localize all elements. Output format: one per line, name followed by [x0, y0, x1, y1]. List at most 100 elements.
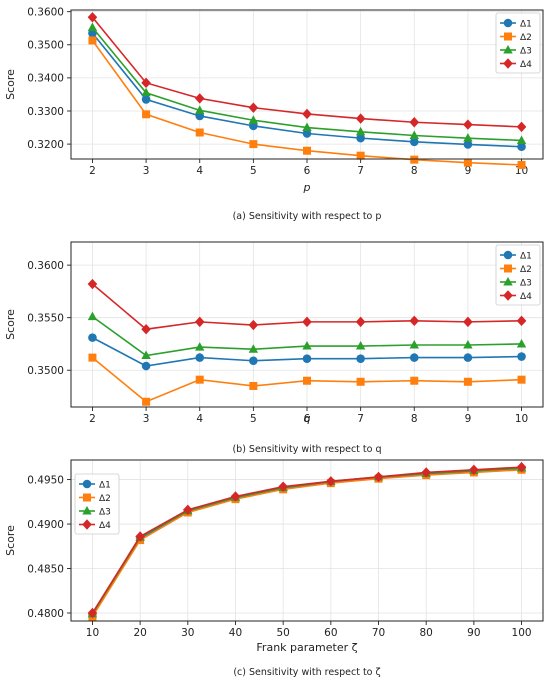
x-axis-label: q — [304, 412, 311, 425]
legend-marker — [503, 250, 513, 260]
panel-caption: (a) Sensitivity with respect to p — [233, 211, 382, 222]
legend-label: Δ2 — [99, 494, 111, 504]
legend-item: Δ4 — [79, 519, 111, 531]
chart-panel: 10 20 30 40 50 60 70 80 90 100 0.4800 0.4850 0.4900 0… — [4, 459, 544, 678]
x-tick-label: 9 — [465, 165, 472, 177]
x-tick-label: 4 — [196, 413, 203, 425]
x-tick-label: 9 — [465, 413, 472, 425]
legend-item: Δ3 — [500, 277, 532, 289]
legend-marker — [503, 277, 513, 286]
data-point — [302, 354, 312, 363]
data-point — [516, 121, 527, 133]
data-point — [517, 160, 526, 169]
x-tick-label: 90 — [467, 627, 480, 639]
legend-marker — [504, 32, 512, 41]
y-tick-label: 0.4950 — [27, 474, 64, 486]
data-point — [463, 377, 472, 386]
plot-frame — [70, 9, 544, 160]
plot-frame — [70, 241, 544, 408]
y-tick-label: 0.3400 — [27, 73, 64, 85]
data-point — [463, 140, 473, 149]
y-tick-label: 0.4800 — [27, 608, 64, 620]
y-axis-label: Score — [4, 69, 17, 100]
legend-marker — [83, 493, 91, 502]
y-axis-label: Score — [4, 309, 17, 340]
data-point — [249, 381, 258, 390]
data-point — [421, 467, 431, 478]
legend-box — [495, 12, 541, 74]
data-point — [463, 158, 472, 167]
x-tick-label: 8 — [411, 413, 418, 425]
x-tick-label: 10 — [515, 413, 528, 425]
data-point — [409, 353, 419, 362]
y-tick-label: 0.3550 — [27, 312, 64, 324]
x-tick-label: 3 — [143, 165, 150, 177]
data-point — [355, 341, 366, 350]
y-tick-label: 0.3500 — [27, 40, 64, 52]
legend-item: Δ2 — [500, 264, 532, 275]
data-point — [195, 342, 205, 351]
data-point — [87, 22, 98, 32]
data-point — [355, 126, 366, 136]
y-tick-label: 0.3600 — [27, 260, 64, 272]
y-tick-label: 0.3300 — [27, 106, 64, 118]
data-point — [141, 77, 151, 89]
data-point — [326, 476, 336, 487]
legend-item: Δ3 — [79, 506, 111, 518]
data-point — [409, 117, 420, 128]
data-point — [302, 129, 312, 138]
data-point — [248, 102, 259, 113]
legend-label: Δ4 — [520, 60, 532, 70]
legend: Δ1 Δ2 Δ3 Δ4 — [74, 473, 120, 535]
data-point — [248, 344, 259, 353]
y-tick-label: 0.4850 — [27, 563, 64, 575]
series-1 — [88, 333, 526, 371]
data-point — [409, 315, 420, 327]
legend-marker — [503, 290, 513, 301]
data-point — [516, 315, 527, 327]
data-point — [516, 338, 527, 348]
data-point — [195, 375, 204, 384]
legend-marker — [503, 18, 513, 28]
x-tick-label: 2 — [89, 165, 96, 177]
legend-item: Δ1 — [79, 479, 111, 491]
data-point — [249, 356, 258, 366]
series-2 — [88, 36, 526, 169]
data-point — [230, 491, 241, 502]
panel-caption: (b) Sensitivity with respect to q — [232, 444, 381, 455]
legend-box — [74, 473, 120, 535]
x-axis-label: p — [303, 181, 311, 194]
legend: Δ1 Δ2 Δ3 Δ4 — [495, 12, 541, 74]
x-tick-label: 70 — [372, 627, 385, 639]
legend-item: Δ2 — [79, 493, 111, 504]
series-3 — [87, 311, 527, 360]
data-point — [194, 316, 205, 328]
data-point — [409, 137, 419, 147]
data-point — [302, 316, 312, 328]
data-point — [463, 316, 473, 328]
data-point — [356, 133, 365, 143]
x-tick-label: 6 — [304, 165, 311, 177]
x-tick-label: 50 — [276, 627, 289, 639]
data-point — [463, 133, 473, 142]
data-point — [183, 504, 193, 516]
data-point — [410, 155, 419, 164]
series-line — [91, 468, 522, 617]
legend-item: Δ3 — [500, 45, 532, 57]
data-point — [516, 461, 527, 473]
series-line — [91, 466, 522, 614]
data-point — [141, 87, 151, 97]
data-point — [355, 316, 366, 328]
data-point — [278, 481, 288, 492]
data-point — [88, 333, 97, 342]
x-tick-label: 30 — [181, 627, 194, 639]
x-tick-label: 2 — [89, 413, 96, 425]
data-point — [141, 324, 151, 335]
data-point — [135, 531, 145, 542]
legend-label: Δ3 — [520, 279, 532, 289]
legend: Δ1 Δ2 Δ3 Δ4 — [495, 244, 541, 306]
x-tick-label: 10 — [86, 627, 99, 639]
data-point — [88, 36, 97, 45]
data-point — [356, 377, 365, 386]
data-point — [463, 339, 473, 349]
